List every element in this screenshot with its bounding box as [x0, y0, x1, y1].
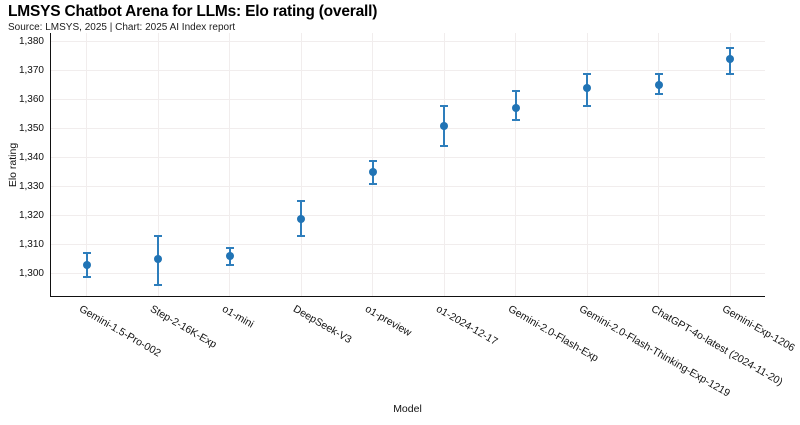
x-tick-label: Gemini-1.5-Pro-002: [76, 303, 163, 360]
error-bar-cap-top: [511, 90, 520, 93]
y-gridline: [51, 157, 765, 159]
y-gridline: [51, 128, 765, 130]
error-bar-cap-top: [368, 159, 377, 162]
y-gridline: [51, 215, 765, 217]
y-tick-label: 1,360: [18, 93, 44, 105]
chart-title: LMSYS Chatbot Arena for LLMs: Elo rating…: [8, 3, 378, 20]
error-bar-cap-bottom: [82, 275, 91, 278]
error-bar-cap-top: [726, 46, 735, 49]
data-point-marker: [583, 84, 592, 93]
data-point-marker: [440, 121, 449, 130]
x-gridline: [86, 33, 88, 296]
error-bar-cap-top: [225, 246, 234, 249]
y-gridline: [51, 41, 765, 43]
x-tick-label: DeepSeek-V3: [291, 303, 354, 347]
y-gridline: [51, 70, 765, 72]
data-point-marker: [154, 255, 163, 264]
x-gridline: [229, 33, 231, 296]
error-bar-cap-top: [297, 200, 306, 203]
error-bar-cap-top: [583, 72, 592, 75]
data-point-marker: [654, 81, 663, 90]
x-gridline: [729, 33, 731, 296]
error-bar-cap-bottom: [654, 92, 663, 95]
error-bar-cap-bottom: [368, 182, 377, 185]
y-tick-label: 1,300: [18, 267, 44, 279]
x-tick-label: o1-preview: [362, 303, 414, 340]
error-bar-cap-top: [440, 104, 449, 107]
chart-subtitle: Source: LMSYS, 2025 | Chart: 2025 AI Ind…: [8, 22, 236, 33]
error-bar-cap-bottom: [225, 264, 234, 267]
x-tick-label: Step-2-16K-Exp: [148, 303, 219, 351]
error-bar-cap-bottom: [440, 145, 449, 148]
error-bar-cap-bottom: [511, 119, 520, 122]
y-gridline: [51, 244, 765, 246]
data-point-marker: [511, 104, 520, 113]
y-tick-label: 1,380: [18, 35, 44, 47]
error-bar-cap-top: [654, 72, 663, 75]
x-gridline: [300, 33, 302, 296]
data-point-marker: [225, 252, 234, 261]
error-bar-cap-top: [154, 235, 163, 238]
error-bar-cap-bottom: [726, 72, 735, 75]
x-tick-label: o1-2024-12-17: [434, 303, 500, 348]
y-gridline: [51, 186, 765, 188]
data-point-marker: [726, 55, 735, 64]
x-tick-label: ChatGPT-4o-latest (2024-11-20): [648, 303, 785, 389]
y-gridline: [51, 273, 765, 275]
x-gridline: [586, 33, 588, 296]
error-bar-cap-bottom: [297, 235, 306, 238]
data-point-marker: [297, 214, 306, 223]
data-point-marker: [82, 261, 91, 270]
x-gridline: [157, 33, 159, 296]
y-tick-label: 1,320: [18, 209, 44, 221]
y-tick-label: 1,370: [18, 64, 44, 76]
error-bar-cap-bottom: [583, 104, 592, 107]
x-axis-title: Model: [393, 403, 422, 415]
y-tick-label: 1,350: [18, 122, 44, 134]
x-tick-label: o1-mini: [219, 303, 256, 331]
data-point-marker: [368, 168, 377, 177]
y-tick-label: 1,310: [18, 238, 44, 250]
x-tick-label: Gemini-2.0-Flash-Exp: [505, 303, 601, 365]
plot-area: [50, 33, 765, 297]
error-bar-cap-bottom: [154, 284, 163, 287]
y-gridline: [51, 99, 765, 101]
x-tick-label: Gemini-Exp-1206: [720, 303, 798, 355]
x-gridline: [658, 33, 660, 296]
y-axis-title: Elo rating: [7, 142, 19, 188]
x-gridline: [515, 33, 517, 296]
error-bar-cap-top: [82, 252, 91, 255]
x-gridline: [443, 33, 445, 296]
x-tick-label: Gemini-2.0-Flash-Thinking-Exp-1219: [577, 303, 733, 400]
